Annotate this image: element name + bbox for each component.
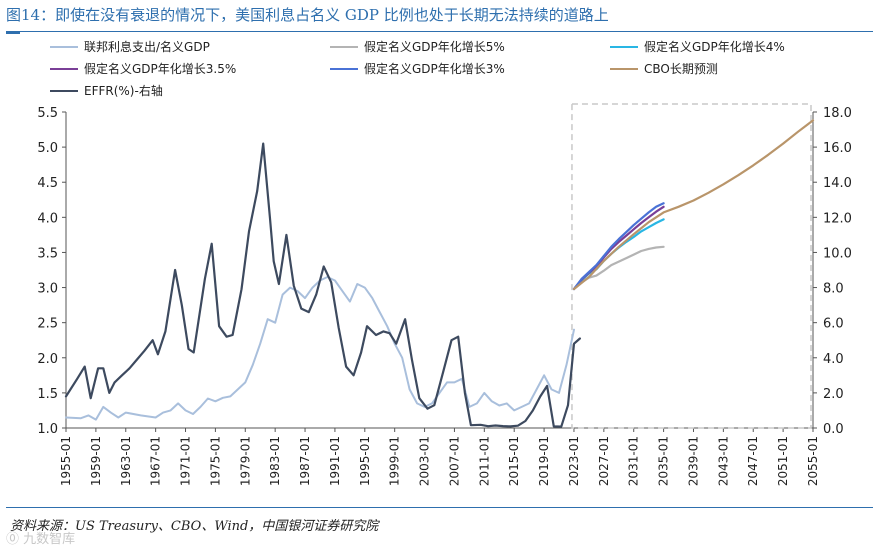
y-tick-label-right: 12.0 [823,211,852,226]
x-tick-label: 2007-01 [447,436,461,486]
x-tick-label: 2047-01 [746,436,760,486]
title-rule-accent [6,31,20,34]
x-tick-label: 1991-01 [328,436,342,486]
y-tick-label-right: 0.0 [823,422,844,437]
chart-axes: 1.0 1.5 2.0 2.5 3.0 3.5 4.0 4.5 5.0 5.5 0.0 2.0 4.0 6… [37,103,852,486]
y-tick-label-right: 4.0 [823,352,844,367]
legend-label-g35: 假定名义GDP年化增长3.5% [84,62,237,76]
x-tick-label: 2015-01 [507,436,521,486]
legend-label-g5: 假定名义GDP年化增长5% [364,40,505,54]
title-rule [6,31,873,32]
y-tick-label-left: 1.5 [37,387,58,402]
legend-swatch-g4 [610,45,638,48]
source-note: 资料来源：US Treasury、CBO、Wind，中国银河证券研究院 [10,519,379,534]
y-tick-label-left: 2.0 [37,352,58,367]
x-tick-label: 2039-01 [686,436,700,486]
forecast-region-box [571,103,812,429]
legend-label-interest-gdp: 联邦利息支出/名义GDP [84,40,210,54]
legend-item-g35: 假定名义GDP年化增长3.5% [50,60,236,77]
y-tick-label-right: 10.0 [823,246,852,261]
y-tick-label-right: 14.0 [823,176,852,191]
legend-item-effr: EFFR(%)-右轴 [50,82,163,99]
x-tick-label: 2055-01 [806,436,820,486]
y-tick-label-left: 2.5 [37,317,58,332]
y-tick-label-right: 16.0 [823,141,852,156]
series-line-g5 [572,245,665,291]
legend-item-g4: 假定名义GDP年化增长4% [610,38,785,55]
legend-item-g3: 假定名义GDP年化增长3% [330,60,505,77]
legend-swatch-g3 [330,67,358,70]
series-line-cbo [572,119,815,291]
legend-label-g3: 假定名义GDP年化增长3% [364,62,505,76]
series-line-interest-gdp [65,276,575,421]
y-tick-label-left: 4.0 [37,211,58,226]
x-tick-label: 1975-01 [208,436,222,486]
y-tick-label-right: 2.0 [823,387,844,402]
x-tick-label: 2035-01 [657,436,671,486]
y-tick-label-left: 3.0 [37,282,58,297]
chart-series [64,119,815,428]
x-tick-label: 1987-01 [298,436,312,486]
series-line-g3 [572,202,665,291]
chart-title: 图14：即使在没有衰退的情况下，美国利息占名义 GDP 比例也处于长期无法持续的… [6,6,609,24]
x-tick-label: 1995-01 [358,436,372,486]
y-tick-label-right: 8.0 [823,282,844,297]
legend-label-cbo: CBO长期预测 [644,62,718,76]
y-tick-label-left: 5.0 [37,141,58,156]
x-tick-label: 1967-01 [149,436,163,486]
legend-swatch-g35 [50,67,78,70]
y-tick-label-left: 3.5 [37,246,58,261]
y-tick-label-left: 4.5 [37,176,58,191]
x-tick-label: 1979-01 [238,436,252,486]
x-tick-label: 2043-01 [716,436,730,486]
x-tick-label: 1971-01 [179,436,193,486]
x-tick-label: 2023-01 [567,436,581,486]
legend-swatch-interest-gdp [50,45,78,48]
x-tick-label: 1955-01 [59,436,73,486]
x-tick-label: 2051-01 [776,436,790,486]
source-rule [6,507,873,508]
x-tick-label: 2011-01 [477,436,491,486]
legend-item-g5: 假定名义GDP年化增长5% [330,38,505,55]
legend-label-effr: EFFR(%)-右轴 [84,84,163,98]
legend-label-g4: 假定名义GDP年化增长4% [644,40,785,54]
watermark: ⓪ 九数智库 [6,532,76,547]
x-tick-label: 2019-01 [537,436,551,486]
y-tick-label-right: 18.0 [823,106,852,121]
y-tick-label-left: 5.5 [37,106,58,121]
series-line-effr [64,142,582,428]
x-tick-label: 1959-01 [89,436,103,486]
x-tick-label: 1983-01 [268,436,282,486]
legend-swatch-g5 [330,45,358,48]
y-tick-label-left: 1.0 [37,422,58,437]
legend-item-interest-gdp: 联邦利息支出/名义GDP [50,38,210,55]
legend-swatch-effr [50,89,78,92]
x-tick-label: 1963-01 [119,436,133,486]
x-tick-label: 2003-01 [418,436,432,486]
x-tick-label: 2027-01 [597,436,611,486]
legend-item-cbo: CBO长期预测 [610,60,718,77]
y-tick-label-right: 6.0 [823,317,844,332]
x-tick-label: 1999-01 [388,436,402,486]
x-tick-label: 2031-01 [627,436,641,486]
legend-swatch-cbo [610,67,638,70]
